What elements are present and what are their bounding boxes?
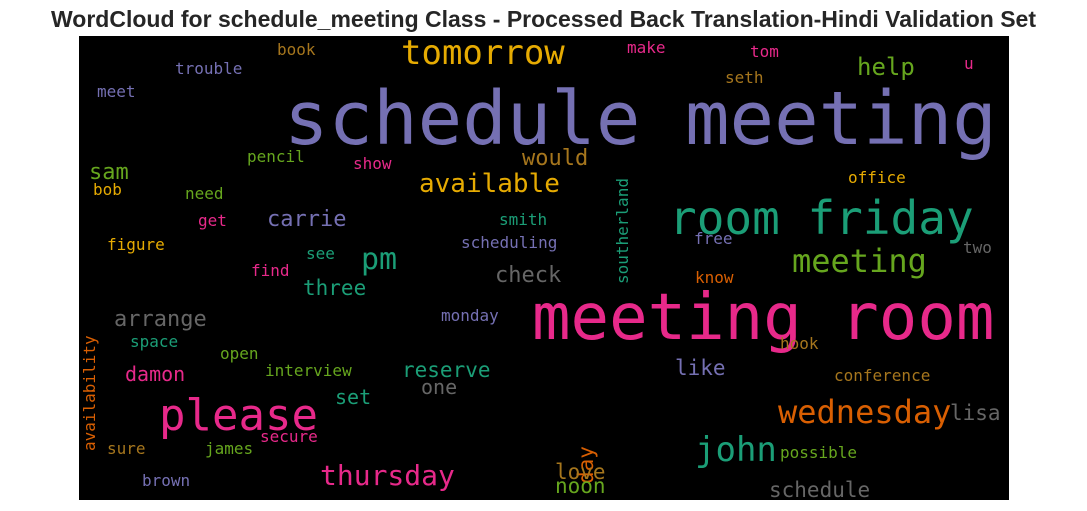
wordcloud-word-scheduling: scheduling <box>461 233 558 252</box>
wordcloud-word-free: free <box>694 229 733 248</box>
wordcloud-word-pm: pm <box>361 242 398 277</box>
wordcloud-word-southerland: southerland <box>613 178 632 284</box>
wordcloud-word-three: three <box>303 276 367 300</box>
wordcloud-word-book: book <box>277 40 316 59</box>
wordcloud-word-wednesday: wednesday <box>778 393 952 431</box>
wordcloud-word-find: find <box>251 261 290 280</box>
wordcloud-word-figure: figure <box>107 235 165 254</box>
wordcloud-word-would: would <box>522 146 589 171</box>
wordcloud-word-reserve: reserve <box>402 358 491 382</box>
wordcloud-word-make: make <box>627 38 666 57</box>
wordcloud-word-secure: secure <box>260 427 318 446</box>
wordcloud-word-one: one <box>421 375 458 399</box>
wordcloud-word-bob: bob <box>93 180 122 199</box>
wordcloud-word-noon: noon <box>555 474 606 498</box>
wordcloud-word-office: office <box>848 168 906 187</box>
wordcloud-word-tom: tom <box>750 42 779 61</box>
chart-title: WordCloud for schedule_meeting Class - P… <box>51 6 1036 32</box>
wordcloud-word-schedule: schedule <box>769 478 871 501</box>
wordcloud-word-space: space <box>130 332 179 351</box>
wordcloud-word-help: help <box>857 53 915 81</box>
wordcloud-word-get: get <box>198 211 227 230</box>
wordcloud-word-john: john <box>695 430 777 470</box>
wordcloud-word-hook: hook <box>780 334 819 353</box>
wordcloud-word-schedule-meeting: schedule meeting <box>284 76 997 162</box>
wordcloud-word-possible: possible <box>780 443 858 462</box>
wordcloud-word-trouble: trouble <box>175 59 243 78</box>
wordcloud-word-seth: seth <box>725 68 764 87</box>
wordcloud-word-james: james <box>205 439 254 458</box>
wordcloud-word-open: open <box>220 344 259 363</box>
wordcloud-word-sam: sam <box>89 160 129 185</box>
wordcloud-word-u: u <box>964 54 974 73</box>
wordcloud-word-availability: availability <box>80 335 99 451</box>
wordcloud-word-thursday: thursday <box>320 459 455 492</box>
wordcloud-word-carrie: carrie <box>267 207 347 232</box>
wordcloud-word-sure: sure <box>107 439 146 458</box>
wordcloud-word-meeting: meeting <box>792 242 927 280</box>
wordcloud-word-tomorrow: tomorrow <box>401 36 565 73</box>
wordcloud-word-meet: meet <box>97 82 136 101</box>
wordcloud-word-arrange: arrange <box>114 307 207 332</box>
wordcloud-word-show: show <box>353 154 392 173</box>
wordcloud-word-know: know <box>695 268 734 287</box>
wordcloud-word-pencil: pencil <box>247 147 305 166</box>
wordcloud-word-need: need <box>185 184 224 203</box>
wordcloud-word-damon: damon <box>125 362 186 386</box>
wordcloud-word-interview: interview <box>265 361 352 380</box>
wordcloud-word-room-friday: room friday <box>669 191 974 245</box>
wordcloud-word-meeting-room: meeting room <box>532 281 995 355</box>
wordcloud-word-conference: conference <box>834 366 931 385</box>
wordcloud-canvas: schedule meeting meeting room room friday p… <box>79 36 1009 500</box>
wordcloud-word-love: love <box>555 460 606 484</box>
wordcloud-word-two: two <box>963 238 992 257</box>
wordcloud-word-lisa: lisa <box>950 401 1001 425</box>
wordcloud-word-check: check <box>495 263 562 288</box>
wordcloud-word-like: like <box>675 356 726 380</box>
wordcloud-word-monday: monday <box>441 306 499 325</box>
wordcloud-word-available: available <box>419 169 560 199</box>
wordcloud-word-see: see <box>306 244 335 263</box>
wordcloud-word-please: please <box>159 390 318 441</box>
wordcloud-word-smith: smith <box>499 210 548 229</box>
wordcloud-word-brown: brown <box>142 471 191 490</box>
wordcloud-word-set: set <box>335 385 372 409</box>
